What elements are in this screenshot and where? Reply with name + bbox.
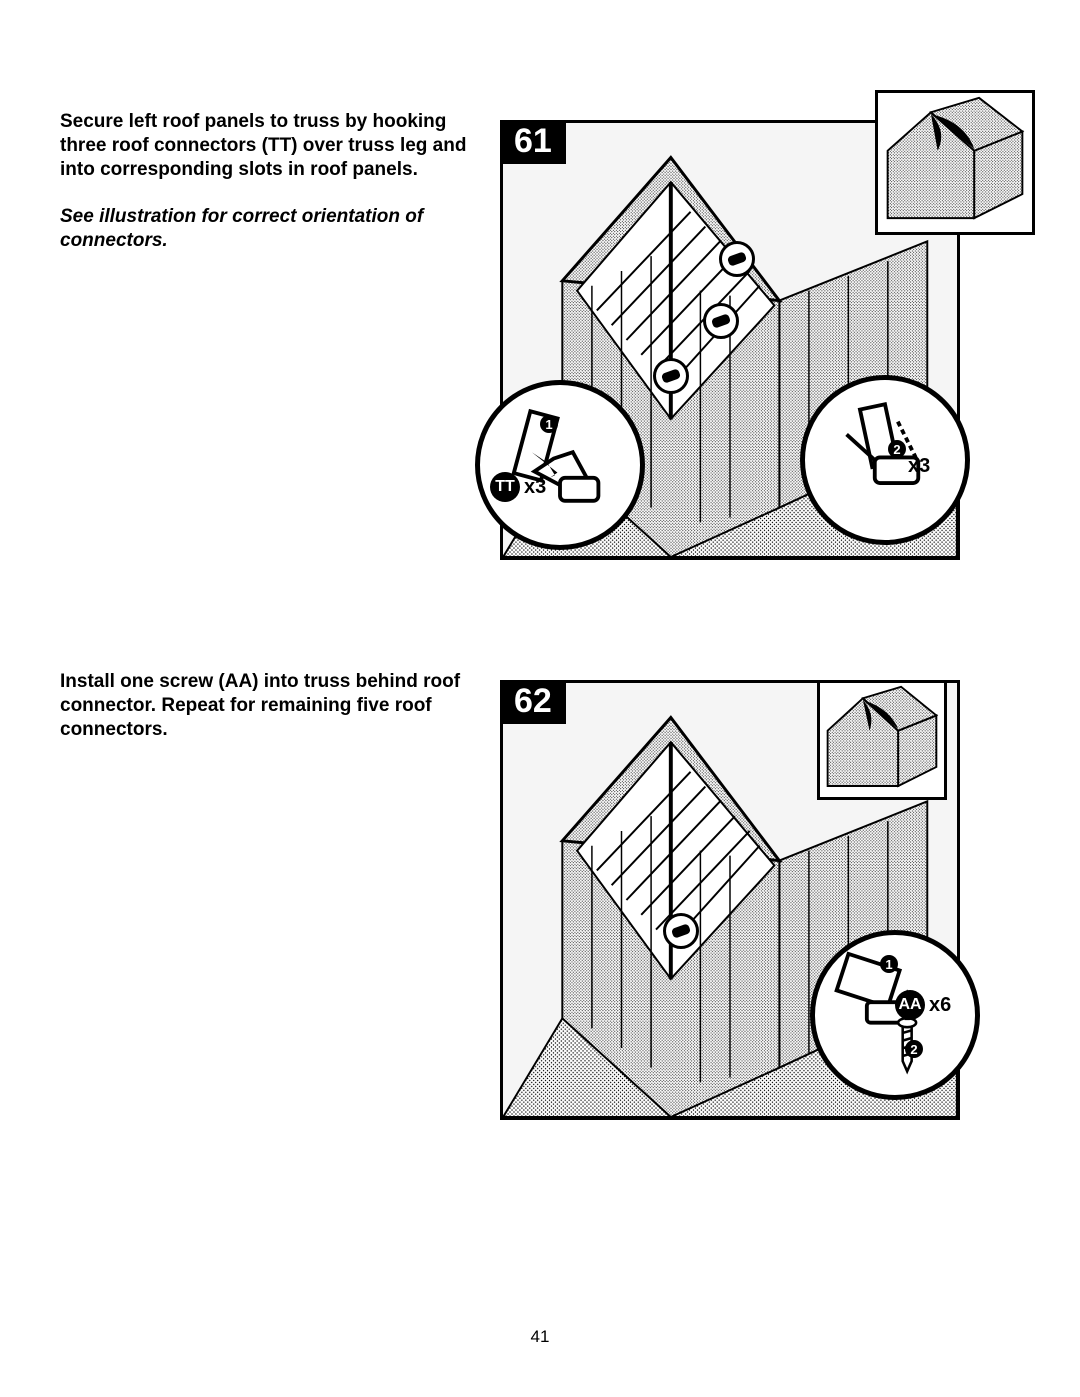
step-61-part-tt-label: TT x3 <box>490 472 546 502</box>
part-code-badge: TT <box>490 472 520 502</box>
connector-callout-1 <box>719 241 755 277</box>
step-62-text: Install one screw (AA) into truss behind… <box>60 670 500 765</box>
connector-detail-icon <box>496 401 624 529</box>
num-badge-2b: 2 <box>905 1040 923 1058</box>
step-62-badge: 62 <box>500 680 566 724</box>
step-61-extra-qty: x3 <box>908 455 930 478</box>
step-62-part-aa-label: AA x6 <box>895 990 951 1020</box>
step-61-instruction: Secure left roof panels to truss by hook… <box>60 110 480 181</box>
step-62-callout-num-2: 2 <box>905 1040 923 1058</box>
num-badge-2: 2 <box>888 440 906 458</box>
part-qty: x3 <box>524 476 546 499</box>
part-qty-aa: x6 <box>929 994 951 1017</box>
step-61-callout-num-2: 2 <box>888 440 906 458</box>
step-62: Install one screw (AA) into truss behind… <box>60 670 1020 1230</box>
step-61-callout-num-1: 1 <box>540 415 558 433</box>
step-61-inset <box>875 90 1035 235</box>
step-62-instruction: Install one screw (AA) into truss behind… <box>60 670 480 741</box>
num-badge-1: 1 <box>540 415 558 433</box>
connector-callout-single <box>663 913 699 949</box>
step-61: Secure left roof panels to truss by hook… <box>60 110 1020 670</box>
step-61-note: See illustration for correct orientation… <box>60 205 480 253</box>
step-62-inset <box>817 680 947 800</box>
page-number: 41 <box>0 1327 1080 1347</box>
connector-callout-3 <box>653 358 689 394</box>
step-62-callout-num-1: 1 <box>880 955 898 973</box>
connector-callout-2 <box>703 303 739 339</box>
inset-shed-icon <box>878 93 1032 233</box>
extra-qty: x3 <box>908 455 930 478</box>
part-code-badge-aa: AA <box>895 990 925 1020</box>
inset-shed-icon-2 <box>820 683 944 797</box>
step-61-text: Secure left roof panels to truss by hook… <box>60 110 500 253</box>
manual-page: Secure left roof panels to truss by hook… <box>0 0 1080 1397</box>
step-62-figure: 62 <box>500 670 1020 1230</box>
num-badge-1b: 1 <box>880 955 898 973</box>
step-61-figure: 61 <box>500 110 1020 670</box>
step-61-detail-right <box>800 375 970 545</box>
step-61-detail-left <box>475 380 645 550</box>
step-61-badge: 61 <box>500 120 566 164</box>
